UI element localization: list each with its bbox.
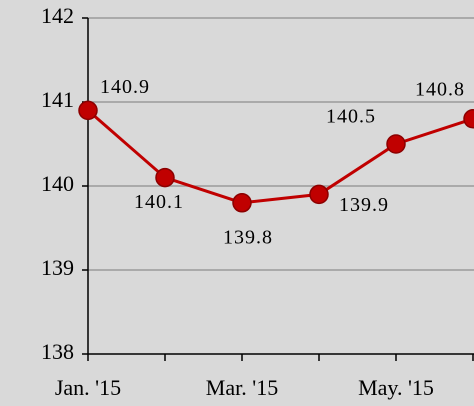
y-tick-label: 138 — [41, 339, 74, 364]
y-tick-label: 141 — [41, 87, 74, 112]
y-tick-label: 140 — [41, 171, 74, 196]
point — [155, 167, 175, 188]
x-tick-label: Jan. '15 — [55, 375, 121, 400]
point — [309, 184, 329, 205]
point — [232, 193, 252, 213]
line — [87, 109, 474, 205]
data-label: 139.9 — [339, 194, 389, 216]
x-tick-label: May. '15 — [358, 375, 434, 400]
y-tick-label: 139 — [41, 255, 74, 280]
x-tick-label: Mar. '15 — [206, 375, 278, 400]
data-label: 140.9 — [100, 76, 150, 98]
y-tick-label: 142 — [41, 3, 74, 28]
data-label: 140.1 — [134, 191, 184, 213]
point — [463, 109, 474, 129]
point — [78, 100, 98, 121]
data-label: 140.5 — [326, 106, 376, 128]
data-label: 139.8 — [223, 226, 273, 248]
point — [386, 134, 406, 154]
data-label: 140.8 — [415, 78, 465, 100]
